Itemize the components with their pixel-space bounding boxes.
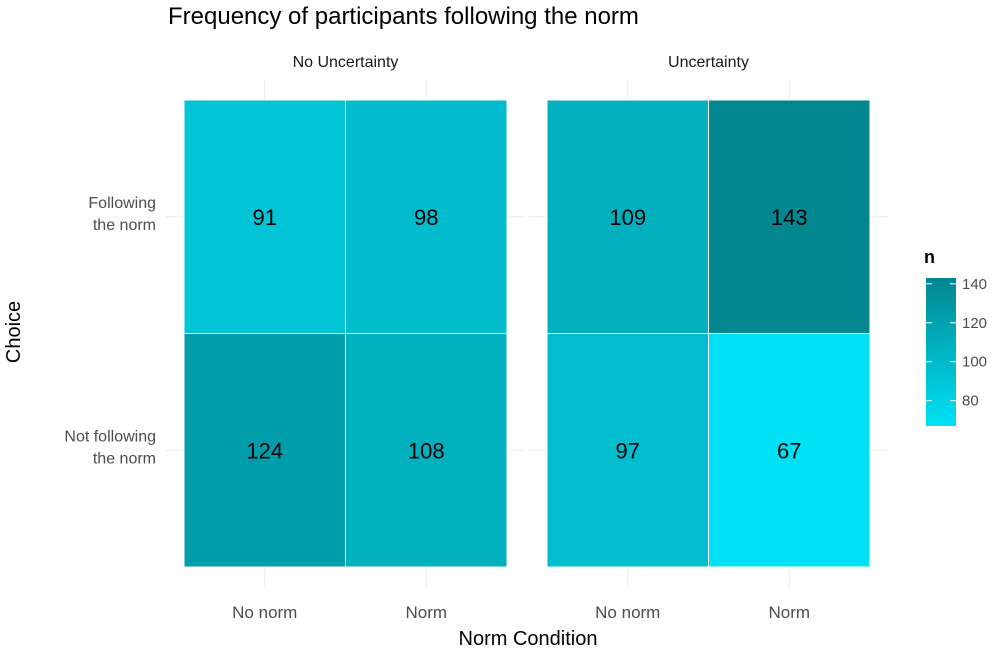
legend-tick-label: 100: [962, 354, 987, 371]
legend-ticks: 80 100 120 140: [926, 276, 987, 410]
legend-tick-label: 140: [962, 276, 987, 293]
x-tick-label: No norm: [595, 603, 660, 622]
y-tick-labels: Following the norm Not following the norm: [64, 195, 156, 468]
tile-value-label: 143: [771, 205, 808, 230]
color-legend: n 80 100 120 140: [924, 247, 987, 426]
heatmap-tile: [708, 99, 871, 334]
tile-value-label: 108: [408, 438, 445, 463]
y-tick-label: Not following the norm: [64, 428, 156, 467]
legend-tick-label: 120: [962, 315, 987, 332]
tile-value-label: 97: [616, 438, 640, 463]
tile-labels: 91 98 124 108 109 143 97 67: [246, 205, 807, 464]
heatmap-tile: [183, 99, 346, 334]
x-tick-label: Norm: [768, 603, 810, 622]
heatmap-tile: [708, 333, 871, 568]
y-axis-label: Choice: [3, 301, 25, 363]
heatmap-tile: [183, 333, 346, 568]
legend-title: n: [924, 247, 935, 267]
x-tick-label: Norm: [405, 603, 447, 622]
heatmap-tile: [546, 333, 709, 568]
heatmap-tile: [345, 333, 508, 568]
y-tick-label: Following the norm: [88, 195, 156, 234]
facet-strip-label: No Uncertainty: [293, 54, 399, 71]
heatmap-tile: [345, 99, 508, 334]
facet-strips: No Uncertainty Uncertainty: [293, 54, 749, 71]
chart-title: Frequency of participants following the …: [168, 3, 639, 30]
tiles: [183, 99, 871, 568]
x-axis-label: Norm Condition: [459, 628, 598, 650]
tile-value-label: 109: [609, 205, 646, 230]
tile-value-label: 67: [777, 438, 801, 463]
legend-tick-label: 80: [962, 393, 979, 410]
tile-value-label: 91: [253, 205, 277, 230]
facet-strip-label: Uncertainty: [668, 54, 749, 71]
legend-colorbar: [926, 278, 956, 426]
tile-value-label: 98: [414, 205, 438, 230]
x-tick-labels: No norm Norm No norm Norm: [232, 603, 810, 622]
x-tick-label: No norm: [232, 603, 297, 622]
tile-value-label: 124: [246, 438, 283, 463]
